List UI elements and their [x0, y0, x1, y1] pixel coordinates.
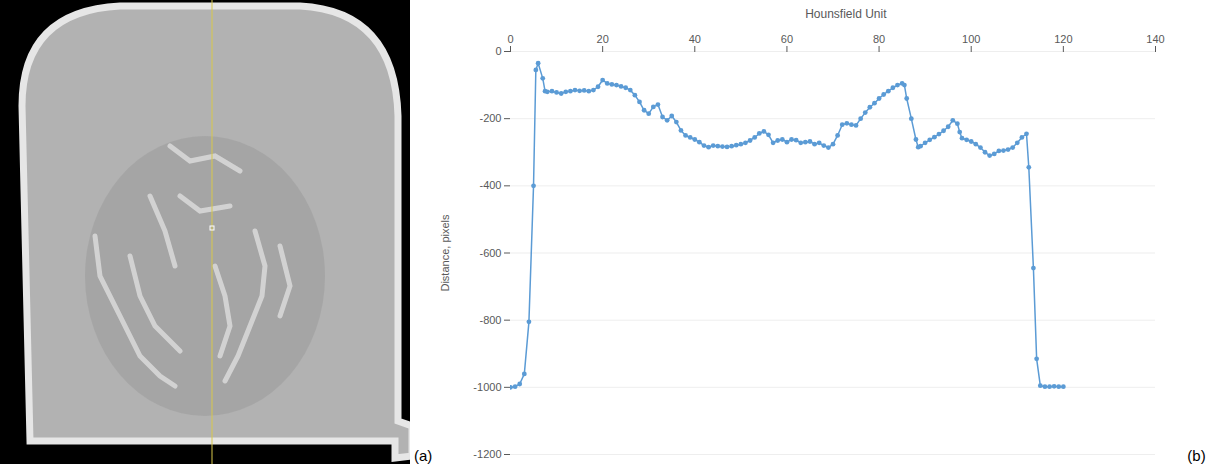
- svg-text:0: 0: [508, 33, 514, 45]
- svg-text:40: 40: [689, 33, 701, 45]
- svg-text:-1200: -1200: [474, 448, 502, 460]
- svg-text:-1000: -1000: [474, 381, 502, 393]
- svg-text:60: 60: [781, 33, 793, 45]
- svg-text:-800: -800: [480, 314, 502, 326]
- svg-text:-200: -200: [480, 112, 502, 124]
- html-text:(b): (b): [1187, 447, 1206, 464]
- svg-text:-400: -400: [480, 179, 502, 191]
- html-text:Hounsfield Unit: Hounsfield Unit: [805, 7, 887, 21]
- svg-text:140: 140: [1147, 33, 1165, 45]
- svg-text:0: 0: [496, 45, 502, 57]
- svg-text:Distance, pixels: Distance, pixels: [440, 214, 452, 292]
- svg-text:100: 100: [962, 33, 980, 45]
- html-text:(a): (a): [414, 447, 433, 464]
- svg-text:80: 80: [873, 33, 885, 45]
- svg-text:-600: -600: [480, 247, 502, 259]
- svg-text:20: 20: [597, 33, 609, 45]
- svg-text:120: 120: [1055, 33, 1073, 45]
